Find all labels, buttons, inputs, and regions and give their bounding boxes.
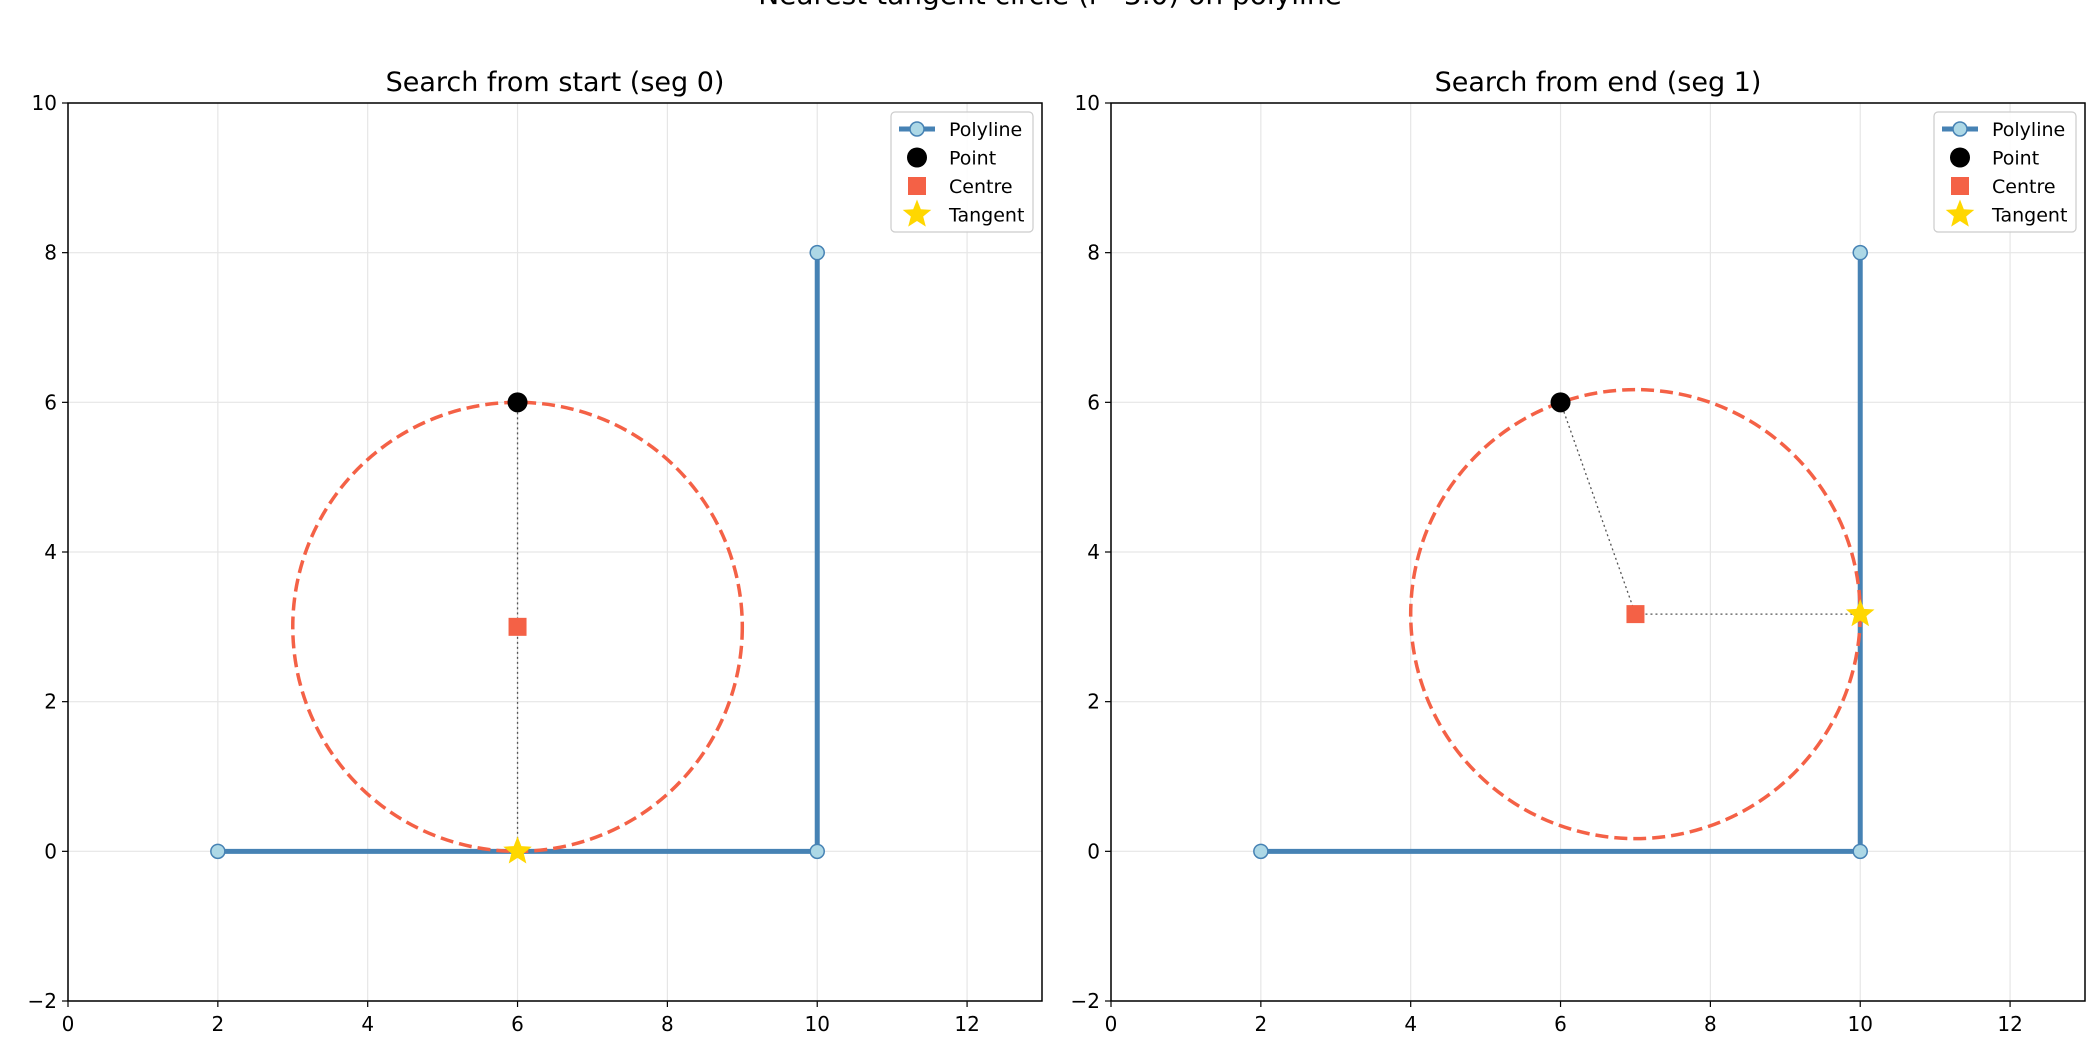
y-tick-label: 6 — [44, 390, 57, 414]
figure-suptitle: Nearest tangent circle (r=3.0) on polyli… — [758, 0, 1342, 11]
x-tick-label: 2 — [1254, 1012, 1267, 1036]
point-marker — [507, 392, 528, 413]
plot-area — [210, 244, 825, 864]
polyline-vertex — [1253, 843, 1269, 860]
legend-label: Tangent — [948, 205, 1024, 227]
y-tick-label: 10 — [32, 91, 57, 115]
guide-line — [1559, 402, 1637, 615]
legend-centre-marker — [908, 177, 926, 195]
y-tick-label: 0 — [44, 839, 57, 863]
subplot-title: Search from end (seg 1) — [1435, 67, 1762, 98]
x-tick-label: 6 — [1554, 1012, 1567, 1036]
legend-polyline-marker — [1952, 121, 1968, 137]
x-tick-label: 12 — [1997, 1012, 2022, 1036]
subplot-title: Search from start (seg 0) — [386, 67, 725, 98]
y-tick-label: −2 — [28, 989, 57, 1013]
legend-label: Tangent — [1991, 205, 2067, 227]
tangent-star — [1845, 599, 1875, 627]
y-tick-label: 2 — [44, 690, 57, 714]
polyline-vertex — [809, 244, 825, 261]
x-tick-label: 6 — [511, 1012, 524, 1036]
polyline-vertex — [1852, 843, 1868, 860]
legend-label: Point — [1992, 148, 2039, 170]
legend-polyline-marker — [909, 121, 925, 137]
legend: Polyline Point Centre Tangent — [890, 111, 1034, 233]
legend-point-marker — [907, 147, 927, 168]
plot-area — [1253, 244, 1875, 860]
legend: Polyline Point Centre Tangent — [1933, 111, 2077, 233]
point-marker — [1550, 392, 1571, 413]
legend-label: Point — [949, 148, 996, 170]
legend-box — [1933, 111, 2077, 233]
axes-frame — [1110, 102, 2086, 1002]
legend-centre-marker — [1951, 177, 1969, 195]
x-tick-label: 2 — [211, 1012, 224, 1036]
y-tick-label: 4 — [1087, 540, 1100, 564]
y-tick-label: 0 — [1087, 839, 1100, 863]
tangent-star — [503, 836, 532, 864]
legend-box — [890, 111, 1034, 233]
x-tick-label: 10 — [1848, 1012, 1873, 1036]
legend-label: Polyline — [949, 119, 1022, 141]
polyline-vertex — [809, 843, 825, 860]
x-tick-label: 10 — [805, 1012, 830, 1036]
legend-tangent-marker — [1945, 199, 1975, 227]
legend-point-marker — [1950, 147, 1970, 168]
x-tick-label: 4 — [1404, 1012, 1417, 1036]
y-tick-label: 10 — [1075, 91, 1100, 115]
legend-label: Centre — [949, 176, 1013, 198]
y-tick-label: 2 — [1087, 690, 1100, 714]
centre-marker — [508, 617, 527, 636]
centre-marker — [1626, 605, 1645, 624]
x-tick-label: 8 — [1704, 1012, 1717, 1036]
y-tick-label: 8 — [1087, 241, 1100, 265]
legend-label: Polyline — [1992, 119, 2065, 141]
y-tick-label: 6 — [1087, 390, 1100, 414]
y-tick-label: −2 — [1071, 989, 1100, 1013]
legend-label: Centre — [1992, 176, 2056, 198]
legend-tangent-marker — [902, 199, 932, 227]
x-tick-label: 0 — [1105, 1012, 1118, 1036]
x-tick-label: 0 — [62, 1012, 75, 1036]
x-tick-label: 4 — [361, 1012, 374, 1036]
x-tick-label: 8 — [661, 1012, 674, 1036]
y-tick-label: 8 — [44, 241, 57, 265]
axes-frame — [67, 102, 1043, 1002]
y-tick-label: 4 — [44, 540, 57, 564]
polyline-vertex — [210, 843, 226, 860]
polyline-vertex — [1852, 244, 1868, 261]
x-tick-label: 12 — [954, 1012, 979, 1036]
